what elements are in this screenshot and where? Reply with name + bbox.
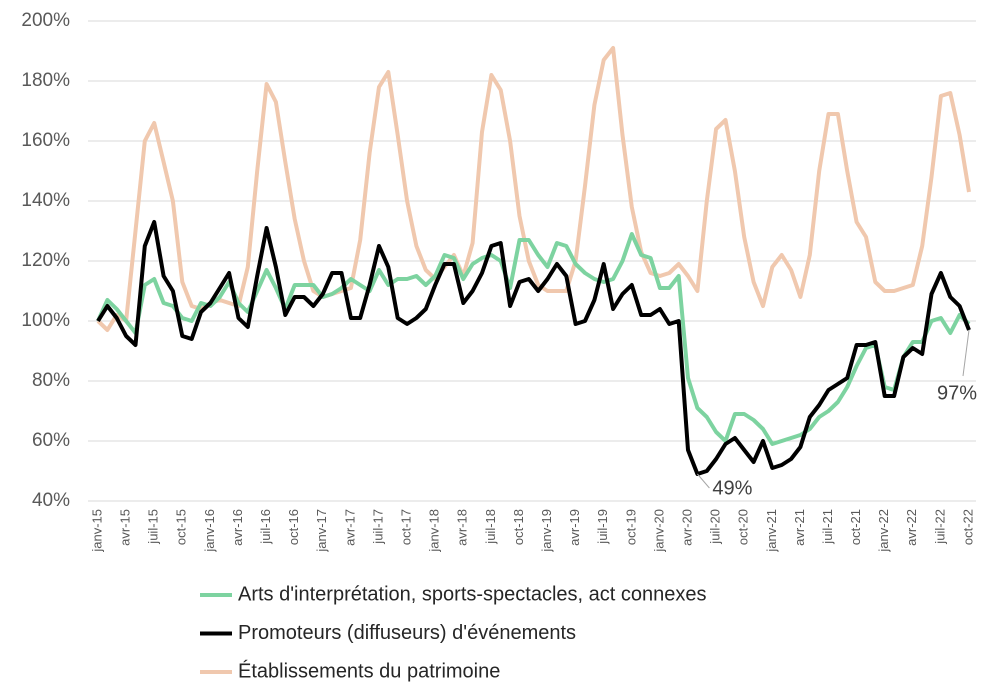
- x-tick-label: juil-19: [595, 509, 610, 545]
- y-tick-label: 140%: [21, 190, 70, 211]
- x-tick-label: avr-20: [679, 509, 694, 546]
- x-tick-label: juil-18: [483, 509, 498, 545]
- x-tick-label: oct-18: [511, 509, 526, 545]
- data-label: 97%: [937, 382, 977, 404]
- x-tick-label: juil-16: [258, 509, 273, 545]
- x-tick-label: avr-17: [342, 509, 357, 546]
- x-tick-label: juil-21: [820, 509, 835, 545]
- x-tick-label: oct-20: [736, 509, 751, 545]
- x-tick-label: janv-16: [202, 509, 217, 553]
- x-tick-label: avr-18: [455, 509, 470, 546]
- y-tick-label: 160%: [21, 130, 70, 151]
- leader-line: [962, 329, 970, 377]
- x-tick-label: avr-16: [230, 509, 245, 546]
- x-tick-label: oct-15: [174, 509, 189, 545]
- x-tick-label: juil-20: [708, 509, 723, 545]
- y-tick-label: 80%: [32, 370, 70, 391]
- x-tick-label: juil-17: [370, 509, 385, 545]
- y-tick-label: 40%: [32, 490, 70, 511]
- x-tick-label: janv-21: [764, 509, 779, 553]
- series-line: [96, 46, 971, 332]
- x-tick-label: janv-22: [876, 509, 891, 553]
- x-tick-label: oct-19: [623, 509, 638, 545]
- x-tick-label: avr-21: [792, 509, 807, 546]
- x-tick-label: oct-22: [960, 509, 975, 545]
- y-tick-label: 200%: [21, 10, 70, 31]
- x-tick-label: avr-19: [567, 509, 582, 546]
- series-line: [96, 232, 971, 446]
- x-tick-label: janv-18: [427, 509, 442, 553]
- x-tick-label: avr-15: [118, 509, 133, 546]
- x-tick-label: janv-17: [314, 509, 329, 553]
- y-tick-label: 100%: [21, 310, 70, 331]
- x-tick-label: juil-15: [146, 509, 161, 545]
- x-tick-label: juil-22: [932, 509, 947, 545]
- y-tick-label: 180%: [21, 70, 70, 91]
- x-tick-label: avr-22: [904, 509, 919, 546]
- y-tick-label: 60%: [32, 430, 70, 451]
- x-tick-label: janv-19: [539, 509, 554, 553]
- x-tick-label: janv-15: [89, 509, 104, 553]
- x-tick-label: oct-21: [848, 509, 863, 545]
- legend-label: Promoteurs (diffuseurs) d'événements: [238, 622, 576, 644]
- x-tick-label: oct-17: [399, 509, 414, 545]
- x-tick-label: oct-16: [286, 509, 301, 545]
- leader-line: [697, 473, 710, 489]
- series-line: [96, 220, 971, 476]
- legend-label: Arts d'interprétation, sports-spectacles…: [238, 583, 707, 605]
- y-tick-label: 120%: [21, 250, 70, 271]
- x-tick-label: janv-20: [651, 509, 666, 553]
- data-label: 49%: [712, 477, 752, 499]
- legend-label: Établissements du patrimoine: [238, 659, 500, 682]
